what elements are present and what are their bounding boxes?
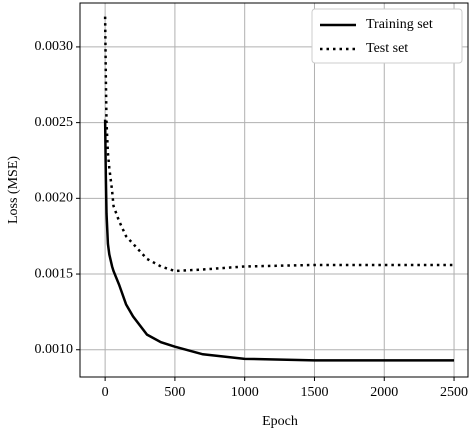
x-tick-label: 0 (102, 385, 109, 400)
x-tick-label: 2000 (370, 385, 398, 400)
y-tick-label: 0.0030 (35, 39, 74, 54)
legend-box (311, 8, 463, 64)
x-tick-label: 500 (164, 385, 185, 400)
y-tick-label: 0.0025 (35, 115, 74, 130)
y-tick-label: 0.0015 (35, 266, 74, 281)
plot-frame (79, 2, 469, 378)
line (103, 119, 455, 362)
x-tick-label: 2500 (440, 385, 468, 400)
legend-label: Training set (366, 17, 433, 32)
y-axis-label: Loss (MSE) (6, 156, 21, 224)
x-axis-label: Epoch (262, 414, 298, 429)
x-tick-label: 1000 (231, 385, 259, 400)
line (103, 16, 455, 273)
legend-label: Test set (366, 41, 408, 56)
y-tick-label: 0.0020 (35, 191, 74, 206)
y-tick-label: 0.0010 (35, 342, 74, 357)
x-tick-label: 1500 (300, 385, 328, 400)
